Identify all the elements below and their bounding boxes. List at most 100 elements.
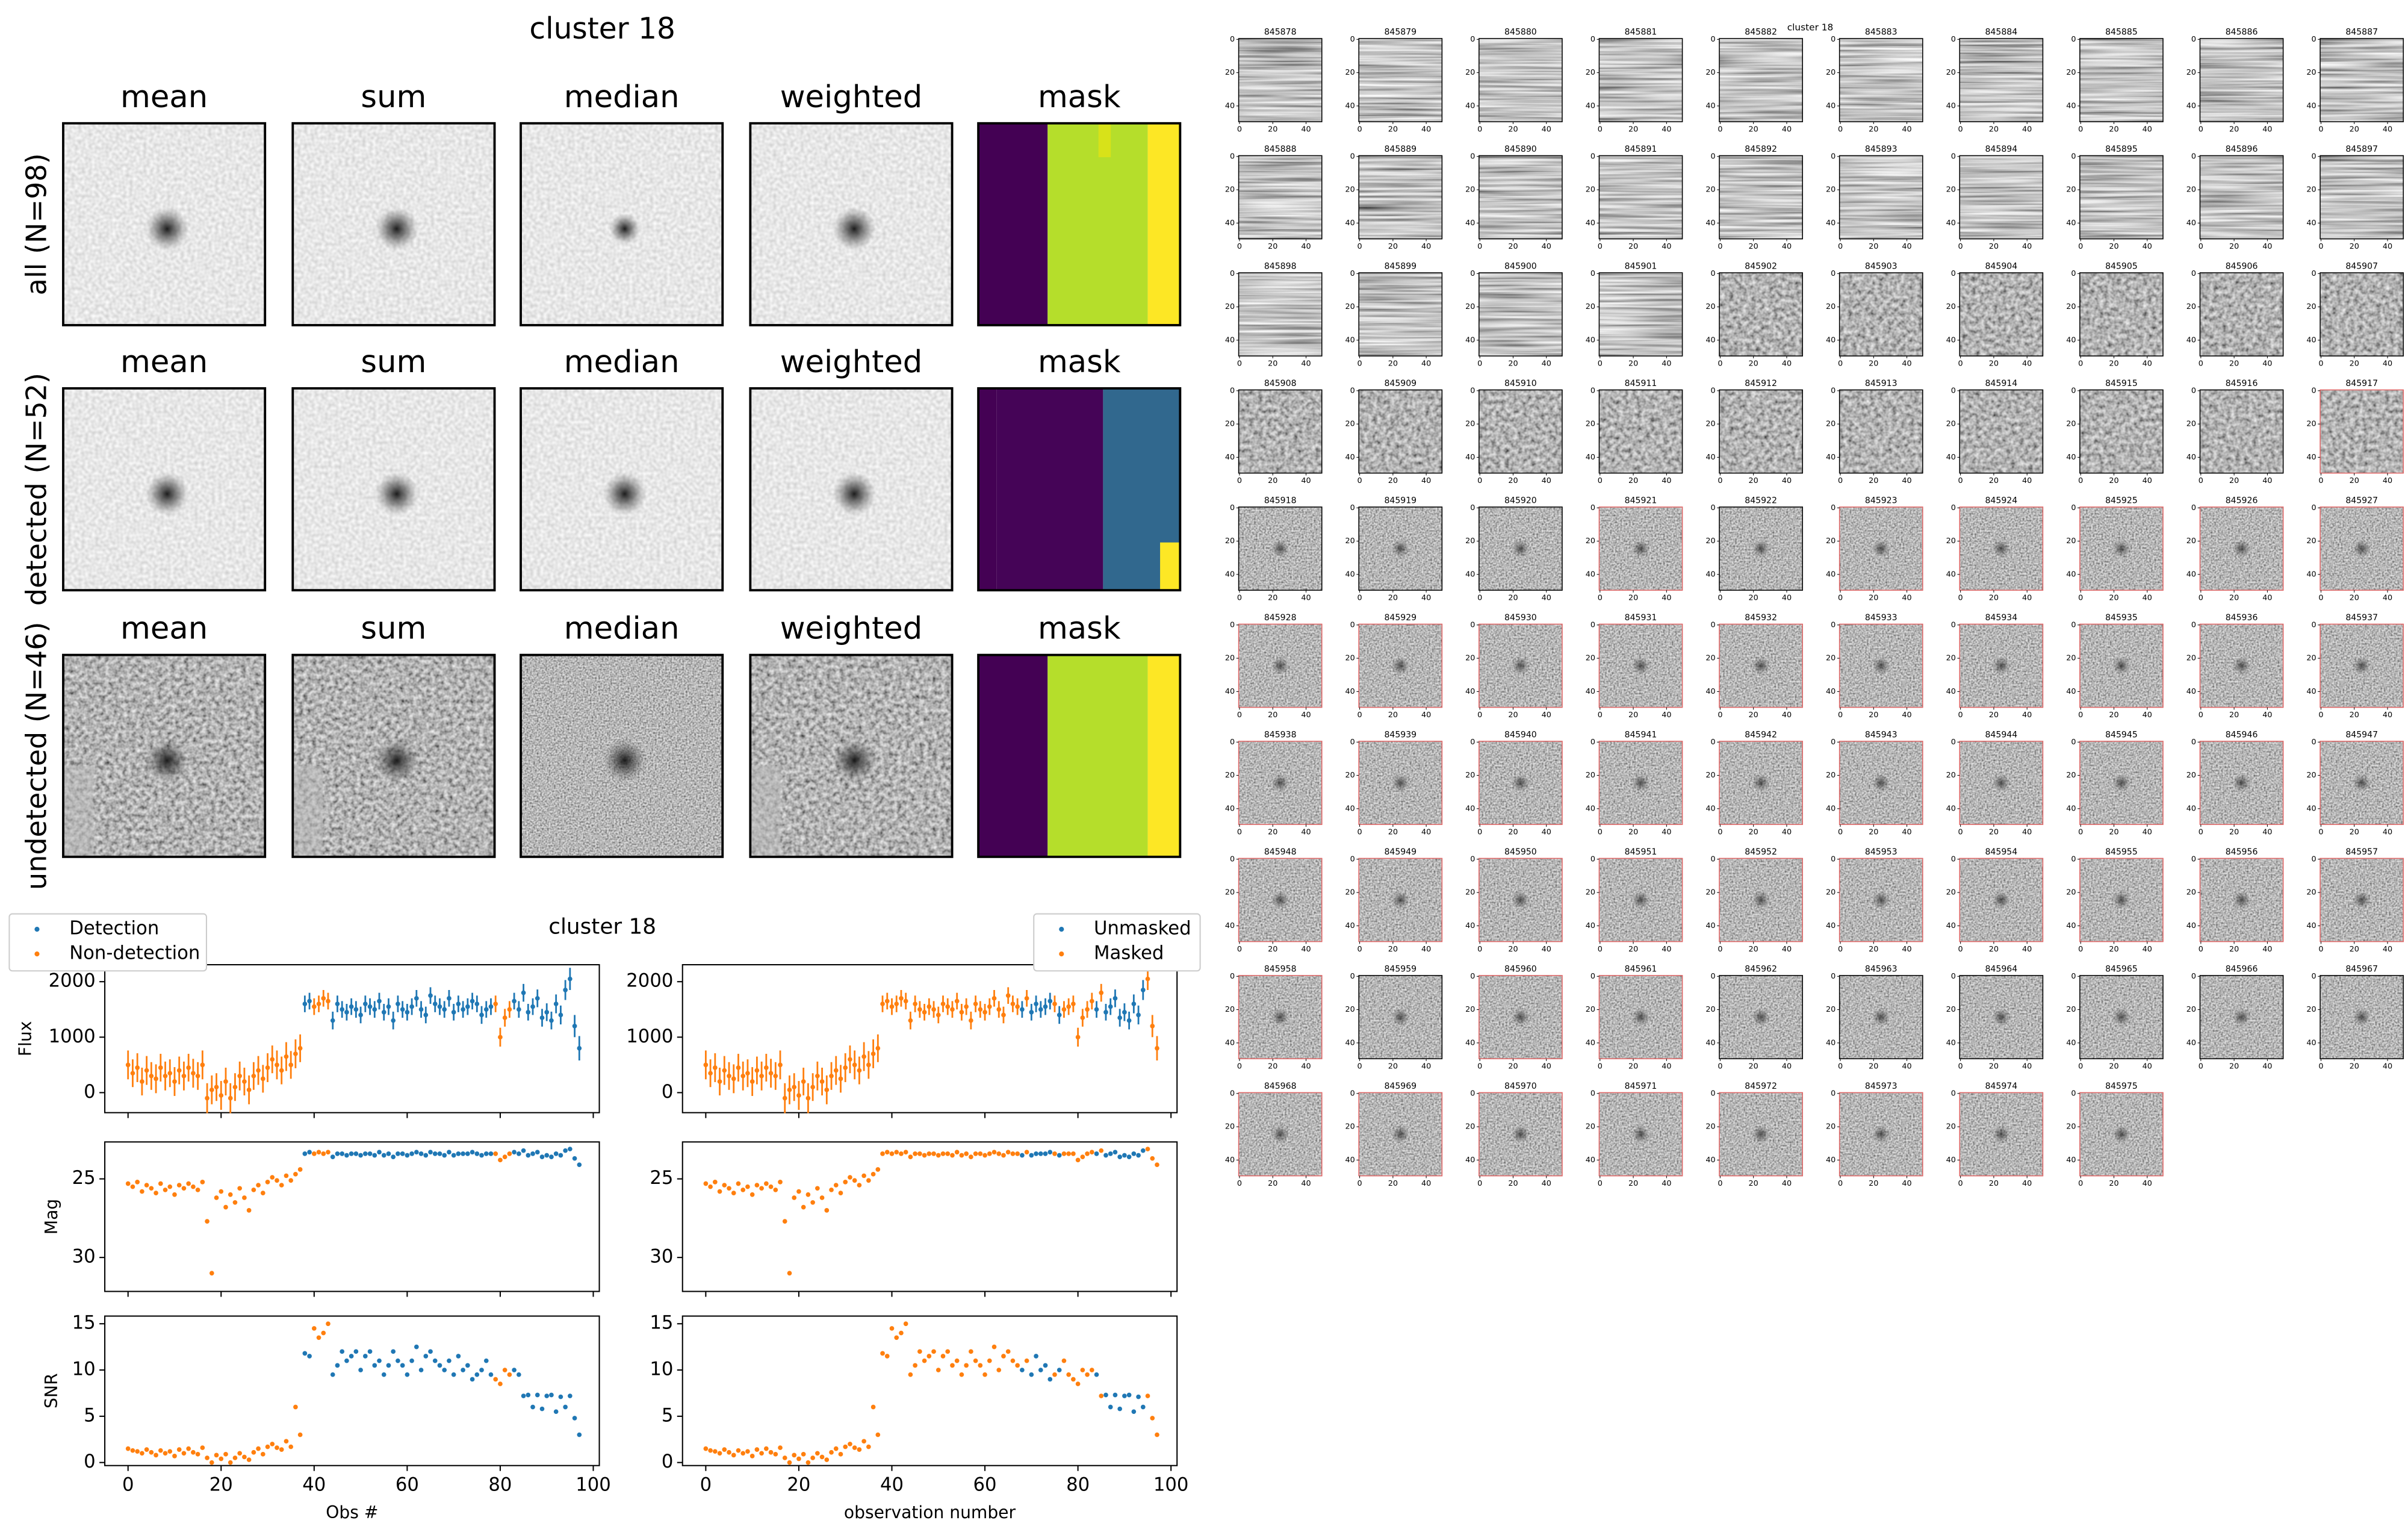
data-point bbox=[488, 1151, 494, 1156]
x-tick-label: 20 bbox=[1508, 593, 1518, 602]
data-point bbox=[214, 1452, 219, 1458]
data-point bbox=[423, 1012, 429, 1018]
y-tick-label: 20 bbox=[1465, 771, 1475, 780]
data-point bbox=[903, 1321, 908, 1327]
data-point bbox=[848, 1175, 852, 1180]
data-point bbox=[451, 1372, 456, 1377]
data-point bbox=[181, 1073, 187, 1079]
x-tick-label: 40 bbox=[2022, 359, 2032, 368]
x-tick-label: 20 bbox=[2229, 242, 2239, 251]
x-tick-label: 20 bbox=[1268, 593, 1277, 602]
data-point bbox=[866, 1178, 871, 1183]
thumbnail-frame bbox=[1358, 623, 1443, 708]
data-point bbox=[200, 1062, 205, 1068]
data-point bbox=[242, 1079, 247, 1084]
data-point bbox=[1010, 1358, 1016, 1363]
data-point bbox=[284, 1054, 289, 1059]
thumbnail-frame bbox=[2320, 389, 2404, 474]
y-tick-label: 0 bbox=[1590, 972, 1595, 981]
data-point bbox=[311, 1151, 317, 1156]
y-tick-label: 0 bbox=[1230, 503, 1235, 512]
data-point bbox=[768, 1071, 774, 1076]
x-tick-label: 40 bbox=[1542, 242, 1551, 251]
x-tick-label: 0 bbox=[1958, 359, 1963, 368]
data-point bbox=[833, 1183, 839, 1188]
x-tick-label: 20 bbox=[1869, 827, 1878, 836]
data-point bbox=[409, 1358, 414, 1363]
x-tick-label: 40 bbox=[1662, 945, 1671, 954]
legend-marker bbox=[1059, 951, 1064, 957]
x-tick-label: 0 bbox=[2078, 1179, 2083, 1188]
x-tick-label: 40 bbox=[1301, 242, 1311, 251]
thumbnail-frame bbox=[1238, 38, 1323, 122]
y-tick-label: 40 bbox=[1946, 804, 1956, 813]
x-tick-label: 40 bbox=[1902, 476, 1911, 485]
data-point bbox=[205, 1219, 209, 1224]
data-point bbox=[954, 1358, 960, 1363]
data-point bbox=[973, 1358, 978, 1363]
data-point bbox=[479, 1012, 484, 1018]
x-tick-label: 0 bbox=[1958, 1062, 1963, 1071]
y-tick-label: 40 bbox=[1345, 1038, 1355, 1047]
x-tick-label: 20 bbox=[1508, 945, 1518, 954]
x-tick-label: 0 bbox=[1838, 359, 1843, 368]
thumbnail-label: 845943 bbox=[1865, 730, 1898, 740]
x-tick-label: 0 bbox=[1958, 242, 1963, 251]
y-tick-label: 20 bbox=[2066, 654, 2076, 663]
thumbnail-label: 845909 bbox=[1384, 379, 1417, 388]
x-tick-label: 20 bbox=[1628, 945, 1638, 954]
x-tick-label: 40 bbox=[1782, 711, 1792, 720]
thumbnail-frame bbox=[1238, 975, 1323, 1059]
y-tick-label: 30 bbox=[72, 1247, 96, 1268]
data-point bbox=[866, 1444, 871, 1449]
column-label: mask bbox=[1038, 344, 1121, 380]
data-point bbox=[987, 1358, 992, 1363]
y-tick-label: 1000 bbox=[626, 1026, 673, 1047]
y-tick-label: 0 bbox=[1590, 386, 1595, 395]
y-tick-label: 0 bbox=[1831, 972, 1835, 981]
thumbnail-label: 845900 bbox=[1504, 262, 1537, 272]
data-point bbox=[722, 1068, 727, 1073]
data-point bbox=[1075, 1157, 1081, 1163]
data-point bbox=[857, 1183, 862, 1188]
data-point bbox=[302, 1351, 308, 1356]
y-tick-label: 40 bbox=[1225, 687, 1235, 696]
thumbnail-label: 845929 bbox=[1384, 613, 1417, 623]
thumbnail-frame bbox=[2320, 741, 2404, 825]
data-point bbox=[787, 1271, 792, 1276]
data-point bbox=[223, 1204, 228, 1210]
data-point bbox=[1108, 1151, 1113, 1156]
data-point bbox=[553, 1151, 559, 1156]
data-point bbox=[880, 1151, 885, 1156]
thumbnail-frame bbox=[1358, 38, 1443, 122]
data-point bbox=[186, 1446, 191, 1451]
y-tick-label: 40 bbox=[1345, 453, 1355, 462]
x-tick-label: 40 bbox=[1542, 827, 1551, 836]
data-point bbox=[848, 1442, 852, 1446]
thumbnail-frame bbox=[2320, 38, 2404, 122]
data-point bbox=[176, 1068, 182, 1073]
x-tick-label: 20 bbox=[1508, 242, 1518, 251]
y-tick-label: 0 bbox=[1590, 35, 1595, 44]
x-tick-label: 20 bbox=[1628, 827, 1638, 836]
source-blob bbox=[833, 207, 876, 251]
data-point bbox=[1029, 1153, 1034, 1158]
data-point bbox=[736, 1448, 741, 1453]
x-tick-label: 40 bbox=[1301, 1179, 1311, 1188]
y-tick-label: 0 bbox=[1470, 738, 1475, 747]
source-blob bbox=[1391, 656, 1410, 675]
y-tick-label: 20 bbox=[1826, 68, 1835, 77]
x-tick-label: 40 bbox=[1301, 125, 1311, 134]
data-point bbox=[144, 1068, 149, 1073]
data-point bbox=[316, 1150, 321, 1155]
source-blob bbox=[1391, 1125, 1410, 1144]
thumbnail-label: 845916 bbox=[2226, 379, 2258, 388]
data-point bbox=[246, 1457, 252, 1462]
y-tick-label: 40 bbox=[1586, 219, 1595, 228]
y-tick-label: 0 bbox=[1470, 152, 1475, 161]
data-point bbox=[926, 1354, 932, 1359]
data-point bbox=[493, 1377, 498, 1382]
y-tick-label: 20 bbox=[1946, 68, 1956, 77]
data-point bbox=[488, 1372, 494, 1377]
thumbnail-label: 845896 bbox=[2226, 145, 2258, 154]
